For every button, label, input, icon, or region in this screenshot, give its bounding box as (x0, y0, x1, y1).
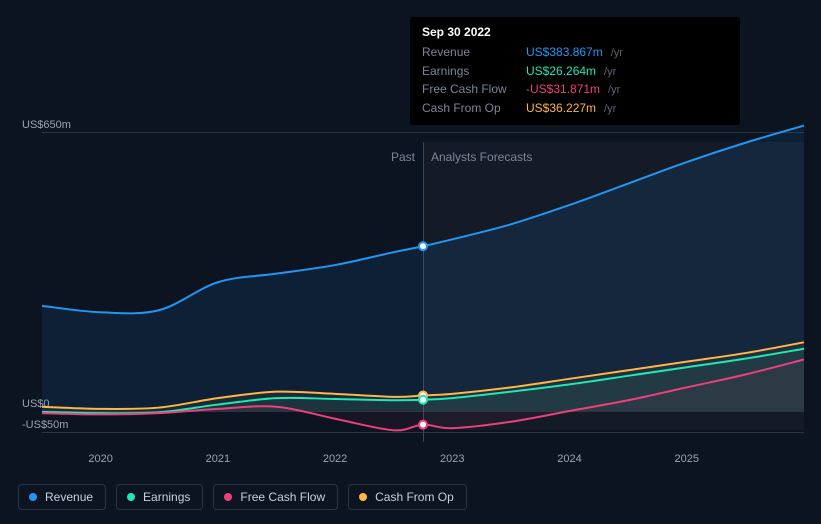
x-axis-label: 2024 (557, 453, 581, 465)
x-axis-label: 2020 (88, 453, 112, 465)
tooltip-row-value: US$36.227m (526, 99, 596, 117)
x-axis-label: 2023 (440, 453, 464, 465)
tooltip-date: Sep 30 2022 (422, 25, 728, 39)
tooltip-row-suffix: /yr (608, 82, 620, 99)
marker-free_cash_flow (419, 421, 427, 429)
tooltip-row-value: -US$31.871m (526, 80, 600, 98)
tooltip-row-suffix: /yr (604, 101, 616, 118)
tooltip-row-suffix: /yr (611, 45, 623, 62)
tooltip: Sep 30 2022 RevenueUS$383.867m/yrEarning… (410, 17, 740, 125)
legend-swatch (224, 493, 232, 501)
legend-item[interactable]: Revenue (18, 484, 106, 510)
legend-item[interactable]: Earnings (116, 484, 203, 510)
x-axis-label: 2021 (206, 453, 230, 465)
legend: Revenue Earnings Free Cash Flow Cash From O… (18, 484, 467, 510)
tooltip-row-value: US$26.264m (526, 62, 596, 80)
tooltip-row-value: US$383.867m (526, 43, 603, 61)
x-axis-label: 2022 (323, 453, 347, 465)
x-axis-label: 2025 (675, 453, 699, 465)
legend-item[interactable]: Cash From Op (348, 484, 467, 510)
tooltip-row-label: Free Cash Flow (422, 80, 518, 98)
legend-label: Cash From Op (375, 490, 454, 504)
tooltip-row-label: Cash From Op (422, 99, 518, 117)
tooltip-row: Cash From Op US$36.227m/yr (422, 99, 728, 118)
legend-swatch (359, 493, 367, 501)
legend-item[interactable]: Free Cash Flow (213, 484, 338, 510)
tooltip-row-label: Earnings (422, 62, 518, 80)
marker-earnings (419, 396, 427, 404)
legend-swatch (29, 493, 37, 501)
tooltip-rows: Revenue US$383.867m/yr Earnings US$26.264m /… (422, 43, 728, 117)
legend-label: Free Cash Flow (240, 490, 325, 504)
marker-revenue (419, 242, 427, 250)
tooltip-row: Free Cash Flow -US$31.871m/yr (422, 80, 728, 99)
legend-label: Earnings (143, 490, 190, 504)
tooltip-row-label: Revenue (422, 43, 518, 61)
tooltip-row-suffix: /yr (604, 64, 616, 81)
legend-swatch (127, 493, 135, 501)
legend-label: Revenue (45, 490, 93, 504)
tooltip-row: Revenue US$383.867m/yr (422, 43, 728, 62)
tooltip-row: Earnings US$26.264m/yr (422, 62, 728, 81)
